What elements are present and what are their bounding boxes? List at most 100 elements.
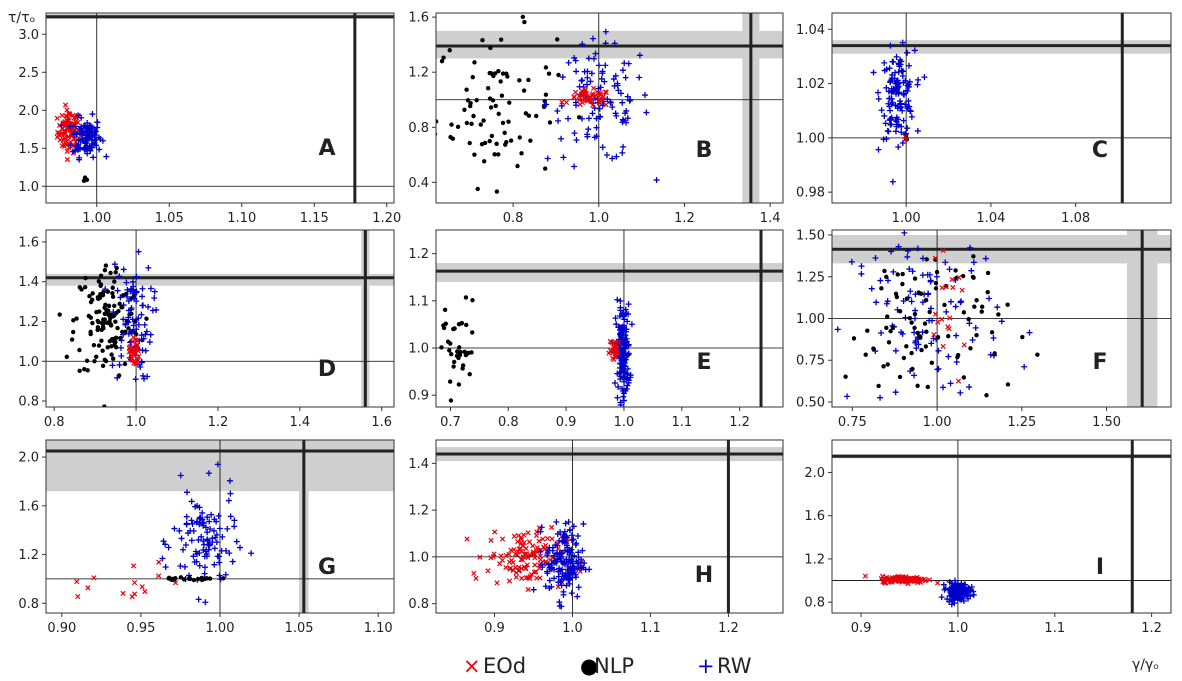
- data-point-eod: [133, 361, 139, 367]
- data-point-nlp: [520, 14, 526, 20]
- data-point-nlp: [496, 111, 501, 117]
- data-point-rw: [118, 353, 125, 360]
- data-point-rw: [958, 298, 965, 305]
- data-point-rw: [73, 143, 80, 150]
- data-point-eod: [543, 542, 549, 548]
- data-point-nlp: [879, 286, 884, 291]
- y-tick-label: 0.8: [408, 597, 429, 612]
- data-point-nlp: [464, 87, 469, 92]
- data-point-nlp: [522, 19, 527, 25]
- x-tick-label: 1.15: [300, 211, 329, 226]
- data-point-rw: [905, 83, 912, 90]
- data-point-eod: [62, 102, 69, 108]
- y-tick-label: 2.0: [804, 466, 825, 481]
- data-point-nlp: [1005, 382, 1011, 387]
- data-point-rw: [565, 519, 572, 526]
- data-point-rw: [905, 97, 912, 104]
- data-point-eod: [526, 539, 533, 545]
- data-point-rw: [618, 310, 625, 317]
- data-point-rw: [613, 321, 620, 328]
- data-point-eod: [880, 579, 886, 585]
- data-point-rw: [898, 58, 905, 65]
- data-point-nlp: [110, 285, 115, 290]
- data-point-nlp: [470, 298, 475, 303]
- data-point-rw: [947, 298, 954, 305]
- data-point-rw: [987, 351, 994, 358]
- data-point-eod: [506, 551, 512, 557]
- data-point-eod: [607, 347, 614, 354]
- data-point-eod: [548, 524, 555, 530]
- data-point-eod: [534, 529, 540, 535]
- data-point-rw: [617, 307, 624, 314]
- data-point-rw: [206, 542, 213, 549]
- data-point-rw: [570, 536, 577, 543]
- data-point-rw: [117, 294, 124, 301]
- data-point-rw: [953, 582, 960, 589]
- data-point-rw: [530, 586, 537, 593]
- data-point-eod: [129, 355, 135, 362]
- data-point-nlp: [108, 322, 114, 327]
- data-point-nlp: [974, 298, 979, 303]
- data-point-eod: [603, 102, 609, 108]
- data-point-nlp: [431, 313, 435, 317]
- data-point-eod: [597, 100, 603, 106]
- data-point-rw: [589, 35, 596, 42]
- data-point-rw: [877, 277, 884, 284]
- data-point-rw: [911, 372, 918, 379]
- data-point-nlp: [112, 279, 117, 284]
- data-point-rw: [888, 95, 895, 102]
- data-point-rw: [890, 58, 897, 65]
- data-point-rw: [998, 318, 1005, 325]
- data-point-rw: [196, 504, 203, 511]
- data-point-rw: [940, 581, 947, 588]
- data-point-rw: [585, 115, 592, 122]
- data-point-eod: [70, 112, 76, 118]
- data-point-nlp: [447, 379, 453, 384]
- data-point-eod: [66, 111, 72, 117]
- data-point-nlp: [843, 374, 848, 379]
- data-point-rw: [84, 143, 91, 150]
- data-point-nlp: [923, 297, 929, 303]
- data-point-eod: [129, 593, 135, 600]
- data-point-nlp: [992, 351, 997, 356]
- data-point-rw: [76, 156, 83, 163]
- data-point-eod: [64, 142, 70, 148]
- data-point-rw: [546, 577, 553, 584]
- data-point-rw: [94, 119, 101, 126]
- data-point-nlp: [450, 136, 456, 141]
- y-tick-label: 2.5: [18, 66, 39, 81]
- x-axis-label: γ/γₒ: [1132, 657, 1159, 673]
- data-point-eod: [544, 535, 551, 542]
- data-point-eod: [950, 284, 956, 291]
- data-point-nlp: [92, 358, 97, 364]
- data-point-rw: [948, 590, 955, 597]
- data-point-rw: [196, 562, 203, 569]
- data-point-rw: [925, 290, 932, 297]
- data-point-nlp: [77, 368, 82, 374]
- y-tick-label: 1.6: [18, 499, 39, 514]
- data-point-rw: [972, 324, 979, 331]
- data-point-rw: [935, 365, 942, 372]
- data-point-rw: [537, 548, 544, 555]
- y-tick-label: 1.02: [796, 77, 825, 92]
- data-point-eod: [606, 350, 612, 356]
- data-point-eod: [513, 574, 519, 580]
- data-point-eod: [910, 576, 917, 582]
- data-point-rw: [584, 133, 591, 140]
- data-point-rw: [884, 277, 891, 284]
- data-point-rw: [89, 132, 96, 139]
- data-point-rw: [592, 50, 599, 57]
- data-point-nlp: [481, 118, 486, 123]
- y-tick-label: 1.6: [408, 11, 429, 26]
- data-point-rw: [231, 517, 238, 524]
- data-point-nlp: [97, 309, 102, 314]
- data-point-nlp: [498, 79, 503, 84]
- data-point-nlp: [107, 338, 113, 344]
- data-point-rw: [187, 527, 194, 534]
- data-point-rw: [541, 101, 548, 108]
- data-point-rw: [982, 255, 989, 262]
- data-point-rw: [902, 101, 909, 108]
- data-point-nlp: [83, 275, 88, 281]
- data-point-eod: [540, 536, 546, 542]
- data-point-nlp: [112, 303, 117, 308]
